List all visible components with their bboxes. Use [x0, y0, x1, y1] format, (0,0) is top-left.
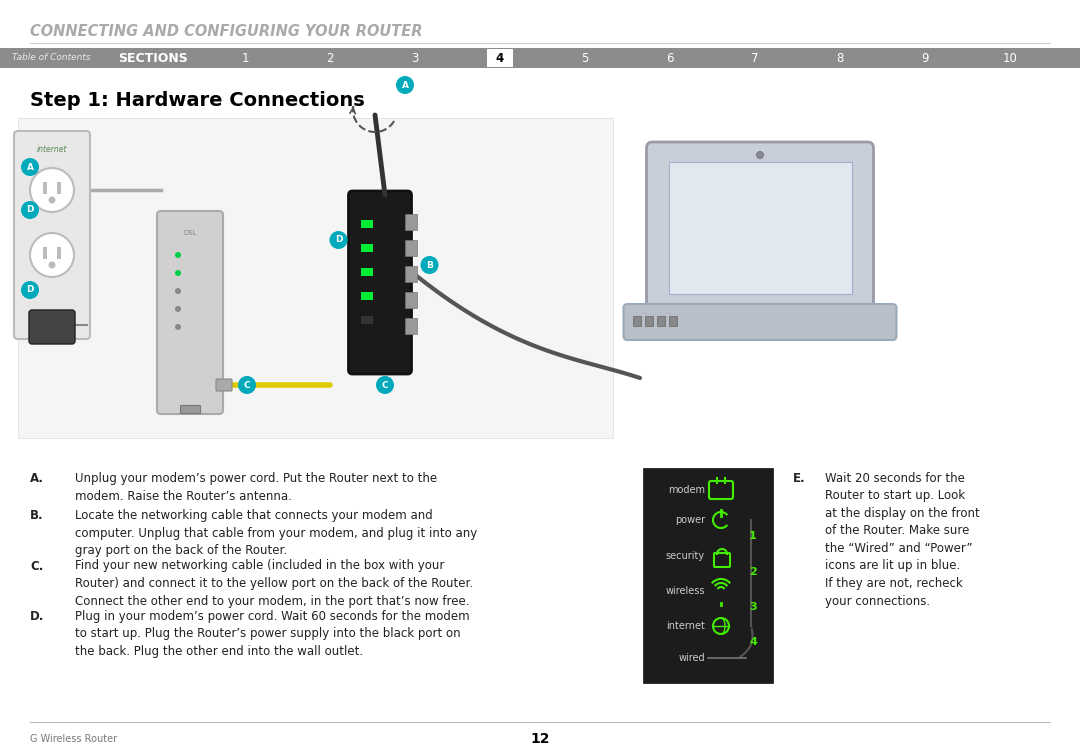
Text: power: power — [675, 515, 705, 525]
Text: 1: 1 — [241, 51, 248, 64]
Text: C: C — [381, 380, 389, 389]
Text: Plug in your modem’s power cord. Wait 60 seconds for the modem
to start up. Plug: Plug in your modem’s power cord. Wait 60… — [75, 610, 470, 658]
FancyBboxPatch shape — [349, 191, 411, 374]
Circle shape — [21, 158, 39, 176]
Circle shape — [175, 270, 181, 276]
Text: 7: 7 — [752, 51, 759, 64]
Text: Find your new networking cable (included in the box with your
Router) and connec: Find your new networking cable (included… — [75, 559, 473, 608]
Text: Locate the networking cable that connects your modem and
computer. Unplug that c: Locate the networking cable that connect… — [75, 509, 477, 557]
Bar — [43, 247, 48, 259]
FancyBboxPatch shape — [405, 292, 417, 308]
Circle shape — [21, 201, 39, 219]
Circle shape — [30, 168, 75, 212]
Bar — [43, 182, 48, 194]
Bar — [669, 316, 676, 326]
Circle shape — [376, 376, 394, 394]
Bar — [487, 49, 513, 67]
Text: security: security — [666, 551, 705, 561]
Text: B.: B. — [30, 509, 43, 522]
Bar — [657, 316, 664, 326]
Bar — [57, 247, 60, 259]
Text: 6: 6 — [666, 51, 674, 64]
Text: D: D — [335, 236, 342, 244]
Text: 2: 2 — [750, 567, 757, 577]
Circle shape — [420, 256, 438, 274]
Text: C.: C. — [30, 559, 43, 572]
Bar — [669, 162, 851, 294]
FancyBboxPatch shape — [405, 214, 417, 230]
Bar — [361, 316, 373, 324]
Text: 4: 4 — [496, 51, 504, 64]
Text: Wait 20 seconds for the
Router to start up. Look
at the display on the front
of : Wait 20 seconds for the Router to start … — [825, 472, 980, 608]
FancyBboxPatch shape — [405, 266, 417, 282]
Bar — [361, 268, 373, 276]
FancyBboxPatch shape — [14, 131, 90, 339]
Circle shape — [49, 262, 55, 268]
Bar — [633, 316, 640, 326]
Text: B: B — [427, 261, 433, 269]
Text: D.: D. — [30, 610, 44, 623]
Text: 5: 5 — [581, 51, 589, 64]
Bar — [361, 244, 373, 252]
Bar — [645, 316, 652, 326]
Text: E.: E. — [793, 472, 806, 485]
Circle shape — [329, 231, 348, 249]
Circle shape — [396, 76, 414, 94]
Bar — [57, 182, 60, 194]
Text: Unplug your modem’s power cord. Put the Router next to the
modem. Raise the Rout: Unplug your modem’s power cord. Put the … — [75, 472, 437, 503]
Text: 12: 12 — [530, 732, 550, 746]
Bar — [180, 405, 200, 413]
Bar — [0, 48, 1080, 68]
Circle shape — [49, 197, 55, 203]
Text: 1: 1 — [750, 531, 757, 541]
Text: 3: 3 — [750, 602, 757, 612]
Text: 8: 8 — [836, 51, 843, 64]
Circle shape — [21, 281, 39, 299]
Text: 10: 10 — [1002, 51, 1017, 64]
Text: C: C — [244, 380, 251, 389]
Circle shape — [175, 324, 181, 330]
Text: 3: 3 — [411, 51, 419, 64]
Bar — [361, 220, 373, 228]
Bar — [643, 468, 773, 683]
Text: G Wireless Router: G Wireless Router — [30, 734, 117, 744]
Circle shape — [238, 376, 256, 394]
Circle shape — [756, 151, 764, 159]
Text: 4: 4 — [750, 637, 757, 647]
Text: CONNECTING AND CONFIGURING YOUR ROUTER: CONNECTING AND CONFIGURING YOUR ROUTER — [30, 24, 422, 39]
Text: A: A — [402, 80, 408, 89]
Circle shape — [175, 306, 181, 312]
Text: D: D — [26, 286, 33, 295]
Text: DSL: DSL — [184, 230, 197, 236]
Text: wireless: wireless — [665, 586, 705, 596]
FancyBboxPatch shape — [623, 304, 896, 340]
FancyBboxPatch shape — [29, 310, 75, 344]
Bar — [361, 292, 373, 300]
Bar — [18, 118, 613, 438]
Text: internet: internet — [37, 145, 67, 154]
Text: Step 1: Hardware Connections: Step 1: Hardware Connections — [30, 91, 365, 110]
Text: 9: 9 — [921, 51, 929, 64]
FancyBboxPatch shape — [405, 318, 417, 334]
Text: Table of Contents: Table of Contents — [12, 54, 91, 63]
Text: internet: internet — [666, 621, 705, 631]
Circle shape — [175, 252, 181, 258]
FancyBboxPatch shape — [157, 211, 222, 414]
Text: modem: modem — [669, 485, 705, 495]
Circle shape — [30, 233, 75, 277]
Circle shape — [175, 288, 181, 294]
FancyBboxPatch shape — [647, 142, 874, 314]
Text: A.: A. — [30, 472, 44, 485]
Text: A: A — [27, 163, 33, 172]
Text: D: D — [26, 206, 33, 215]
Text: wired: wired — [678, 653, 705, 663]
FancyBboxPatch shape — [405, 240, 417, 256]
Text: 2: 2 — [326, 51, 334, 64]
FancyBboxPatch shape — [216, 379, 232, 391]
Text: SECTIONS: SECTIONS — [118, 51, 188, 64]
